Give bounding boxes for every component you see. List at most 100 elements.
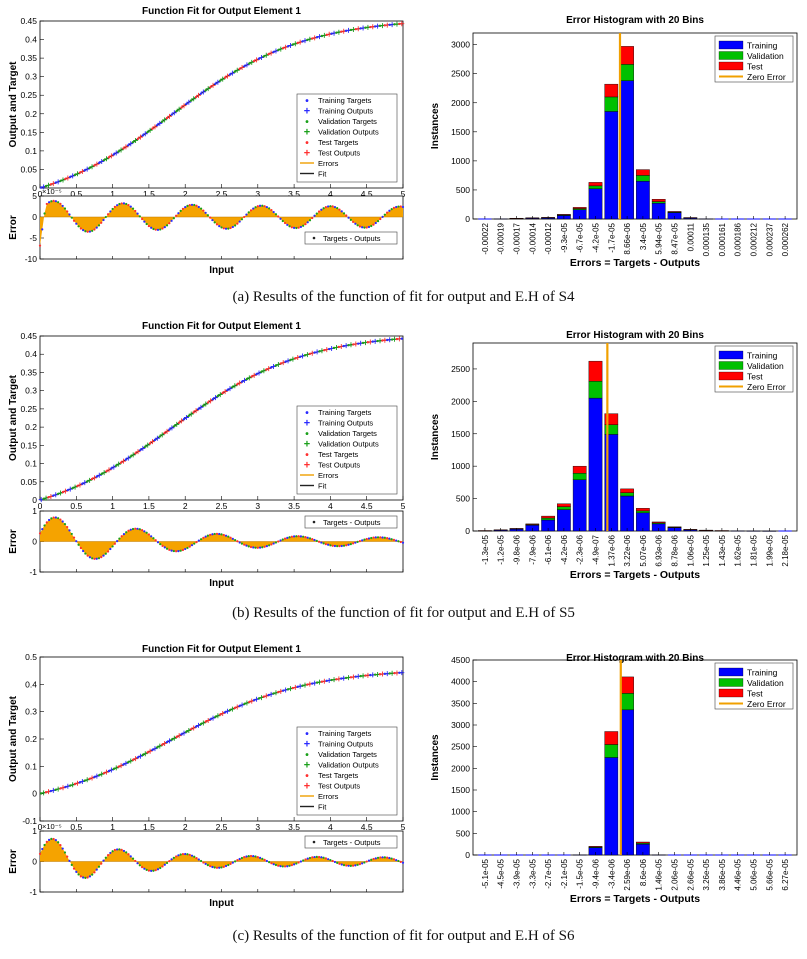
- fit-marker: [204, 720, 207, 723]
- error-marker: [156, 868, 160, 871]
- fit-legend-label: Training Outputs: [318, 740, 373, 749]
- error-marker: [163, 226, 166, 229]
- histogram-xtick-label: 0.000212: [750, 222, 759, 256]
- fit-ytick-label: 0.5: [25, 652, 37, 662]
- error-marker: [134, 859, 137, 863]
- fit-marker: [81, 482, 84, 486]
- error-marker: [125, 202, 128, 206]
- error-marker: [227, 227, 230, 230]
- error-marker: [63, 522, 67, 526]
- error-marker: [161, 227, 164, 230]
- fit-legend-label: Training Targets: [318, 408, 372, 417]
- error-marker: [213, 866, 216, 869]
- histogram-bar-validation: [604, 744, 619, 758]
- fit-marker: [262, 55, 266, 58]
- fit-marker: [256, 370, 262, 376]
- error-marker: [52, 837, 55, 841]
- fit-marker: [79, 169, 85, 175]
- histogram-legend-swatch: [718, 678, 744, 687]
- error-marker: [211, 533, 214, 536]
- error-marker: [104, 856, 107, 859]
- fit-legend-label: Training Targets: [318, 729, 372, 738]
- fit-marker: [76, 484, 79, 488]
- error-legend-marker: [312, 840, 316, 844]
- fit-marker: [166, 113, 172, 119]
- histogram-ytick-label: 1000: [451, 461, 470, 471]
- fit-marker: [246, 375, 252, 381]
- histogram-legend-swatch: [718, 371, 744, 381]
- error-marker: [306, 536, 309, 539]
- error-marker: [170, 549, 173, 552]
- error-marker: [168, 222, 171, 225]
- error-marker: [245, 855, 248, 858]
- error-marker: [61, 204, 64, 208]
- histogram-xtick-label: -0.00014: [528, 222, 537, 254]
- histogram-xtick-label: -4.5e-05: [497, 858, 506, 888]
- error-marker: [340, 210, 343, 213]
- histogram-ytick-label: 1500: [451, 127, 470, 137]
- fit-marker: [271, 364, 277, 370]
- error-marker: [86, 876, 89, 879]
- error-marker: [218, 532, 221, 536]
- fit-marker: [176, 106, 182, 112]
- histogram-xtick-label: -7.9e-06: [528, 534, 537, 564]
- error-marker: [320, 208, 323, 211]
- fit-marker: [101, 470, 107, 476]
- error-marker: [299, 860, 303, 863]
- error-marker: [304, 223, 307, 226]
- error-marker: [272, 210, 275, 214]
- error-marker: [308, 537, 312, 540]
- error-marker: [272, 542, 275, 545]
- fit-marker: [263, 52, 269, 58]
- error-marker: [190, 203, 194, 206]
- error-marker: [256, 856, 259, 859]
- fit-title: Function Fit for Output Element 1: [142, 6, 301, 17]
- error-marker: [156, 541, 160, 544]
- error-marker: [125, 851, 128, 854]
- error-marker: [274, 541, 278, 544]
- fit-marker: [232, 383, 238, 389]
- histogram-bar-validation: [588, 381, 603, 399]
- fit-marker: [219, 713, 222, 716]
- error-marker: [82, 876, 85, 879]
- histogram-xtick-label: -4.2e-06: [560, 534, 569, 564]
- histogram-bar-validation: [557, 506, 571, 510]
- error-marker: [324, 857, 327, 860]
- fit-marker: [77, 482, 83, 488]
- fit-marker: [163, 431, 166, 435]
- error-marker: [150, 535, 153, 538]
- error-marker: [168, 860, 171, 863]
- fit-legend-label: Fit: [318, 482, 327, 491]
- error-marker: [66, 210, 69, 213]
- fit-marker: [142, 751, 148, 757]
- fit-marker: [111, 464, 117, 470]
- error-marker: [351, 864, 355, 867]
- error-marker: [329, 858, 332, 862]
- error-marker: [331, 859, 334, 863]
- error-marker: [311, 216, 314, 220]
- fit-marker: [244, 62, 250, 68]
- histogram-xtick-label: -2.7e-05: [544, 858, 553, 888]
- fit-legend-label: Test Outputs: [318, 461, 360, 470]
- histogram-xtick-label: -9.4e-06: [592, 858, 601, 888]
- error-marker: [265, 545, 268, 548]
- error-marker: [224, 534, 228, 537]
- error-ytick-label: -10: [25, 254, 38, 264]
- histogram-xtick-label: 8.66e-06: [623, 222, 632, 254]
- histogram-bar-training: [604, 111, 619, 220]
- error-marker: [206, 214, 209, 217]
- error-marker: [333, 860, 337, 864]
- fit-marker: [193, 408, 199, 414]
- error-marker: [204, 535, 207, 538]
- error-marker: [311, 856, 314, 859]
- error-marker: [370, 224, 373, 228]
- histogram-legend-swatch: [718, 688, 744, 698]
- fit-legend-marker: •: [305, 138, 309, 149]
- fit-marker: [212, 395, 218, 401]
- fit-xtick-label: 3: [255, 189, 260, 199]
- histogram-bar-validation: [620, 693, 634, 711]
- error-marker: [195, 856, 198, 860]
- fit-legend-label: Errors: [318, 471, 339, 480]
- error-marker: [145, 868, 148, 871]
- fit-marker: [153, 438, 157, 442]
